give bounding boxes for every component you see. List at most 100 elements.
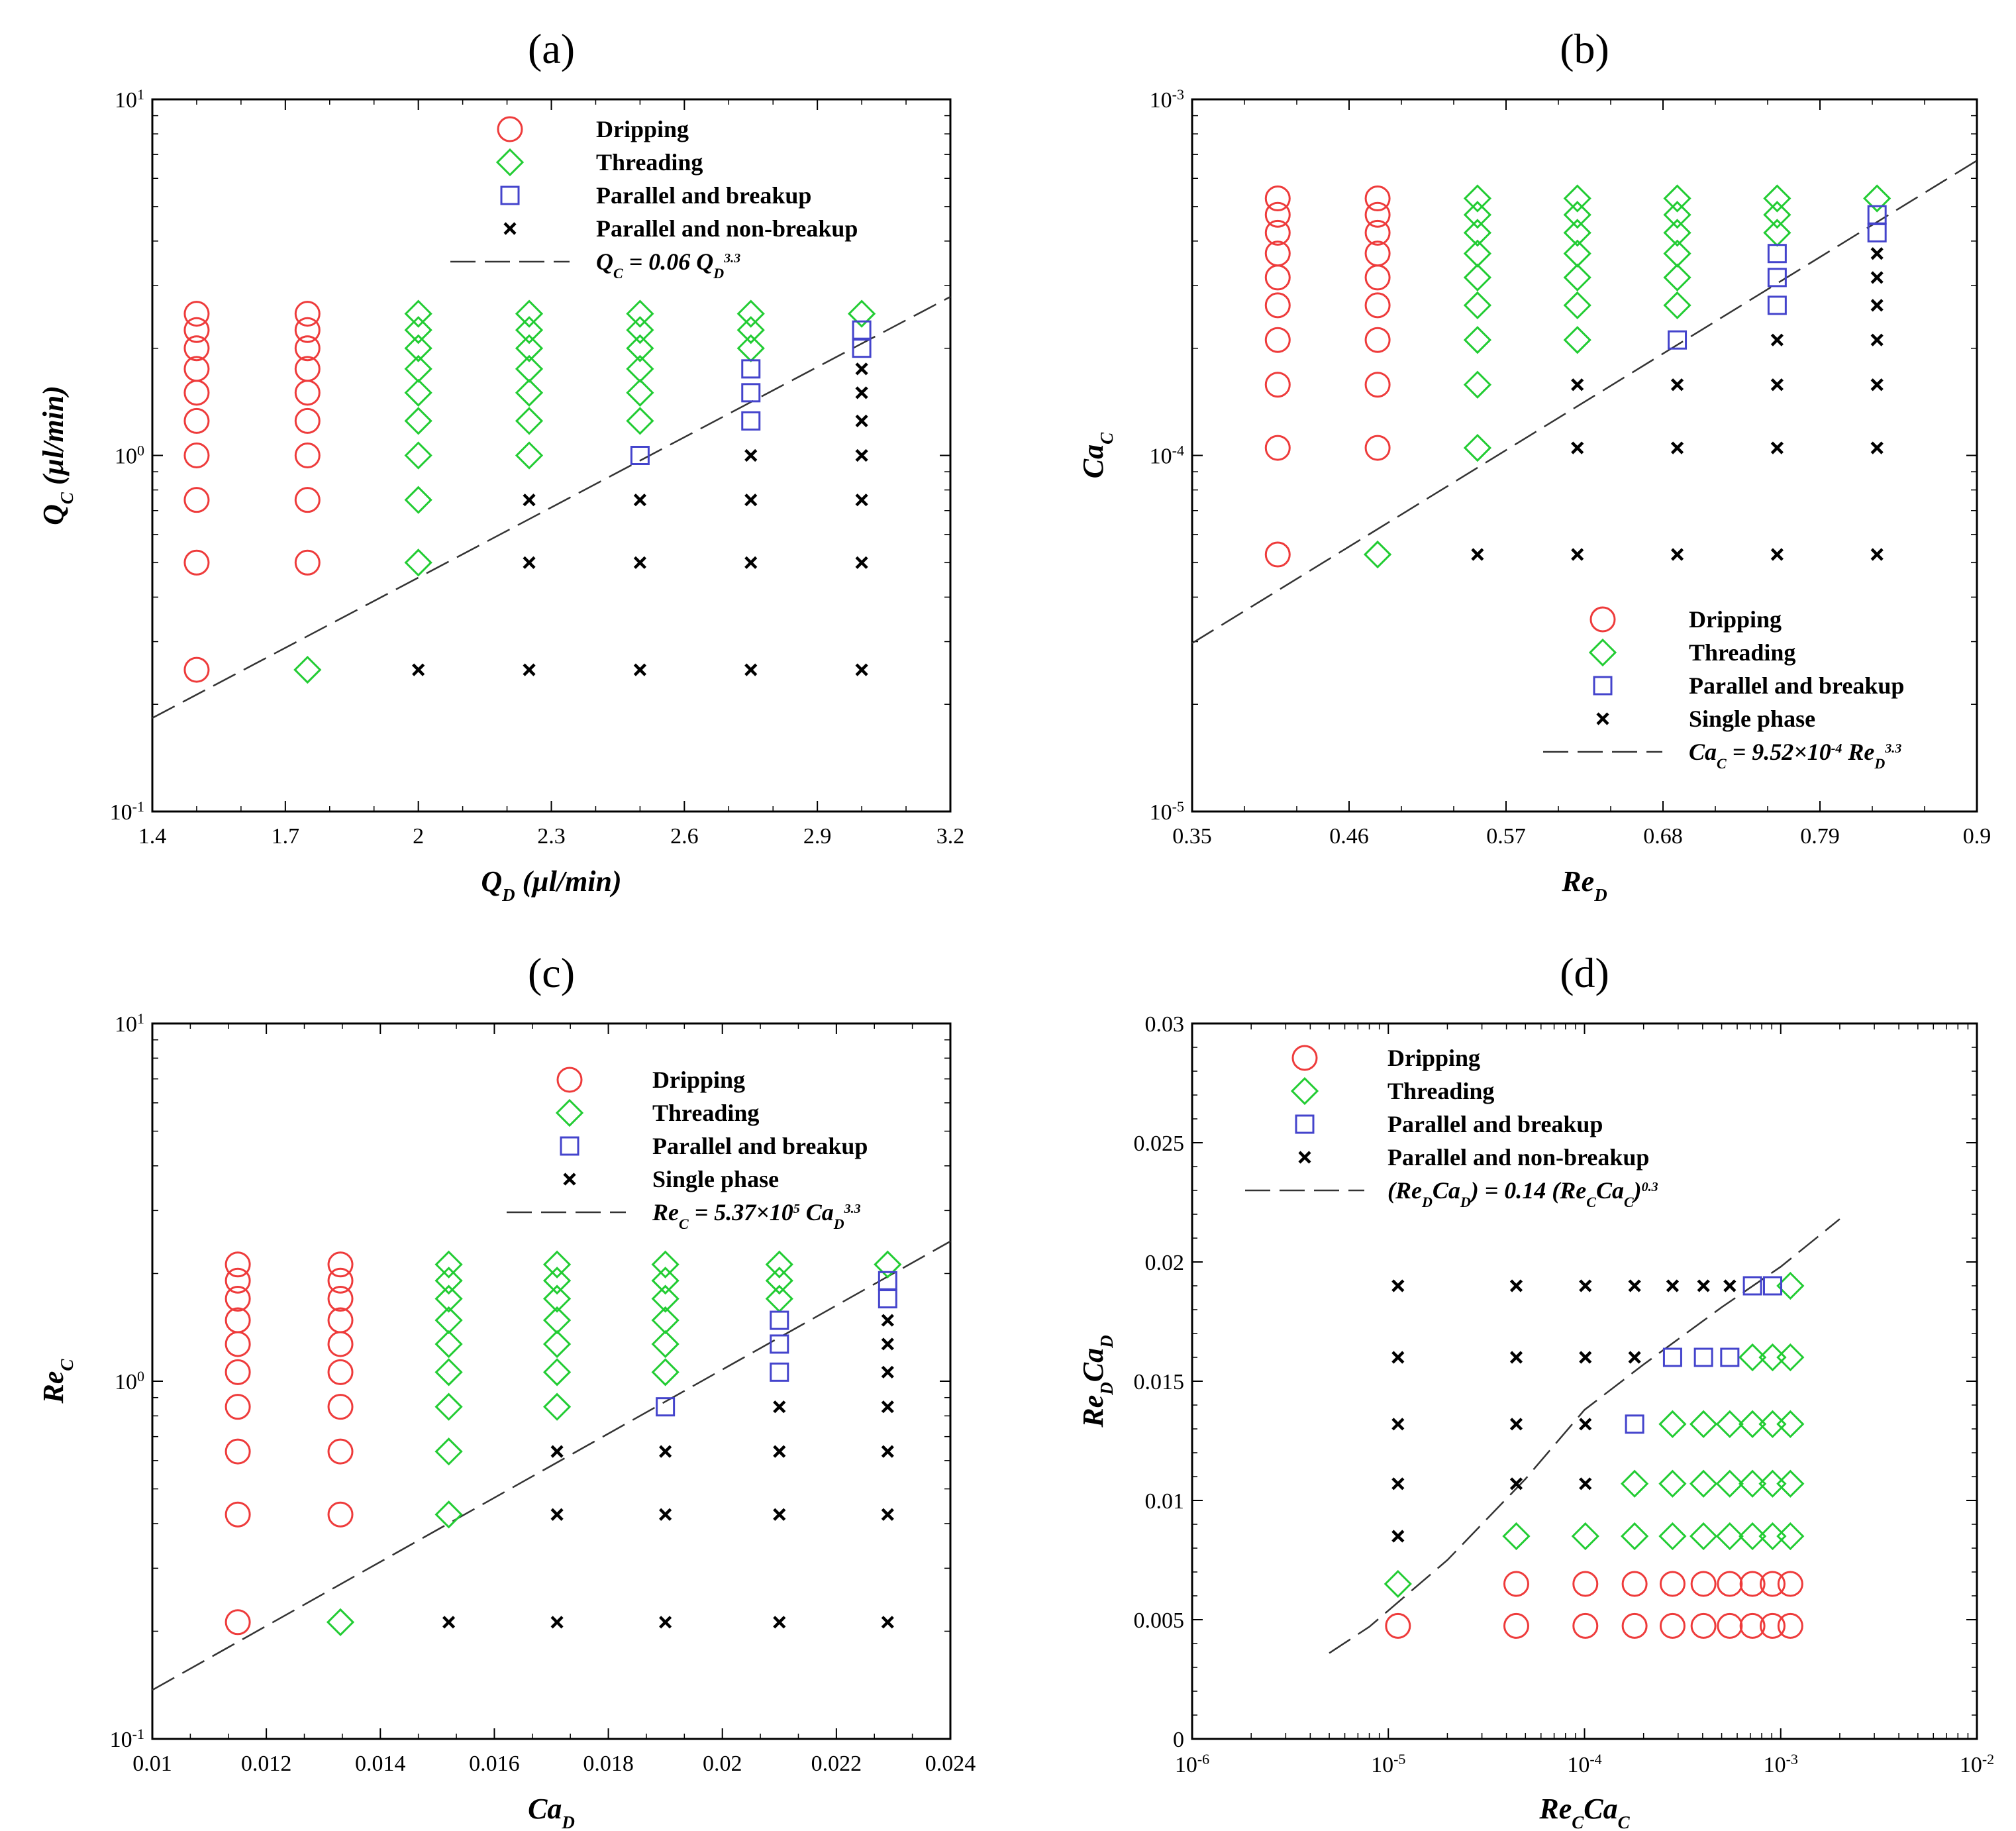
legend-label: Threading xyxy=(652,1100,759,1126)
data-point-circle xyxy=(225,1267,251,1294)
data-point-cross xyxy=(1391,1530,1405,1543)
data-point-cross xyxy=(881,1365,894,1379)
data-point-cross xyxy=(1391,1279,1405,1292)
data-point-cross xyxy=(1723,1279,1737,1292)
data-point-diamond xyxy=(1715,1522,1744,1551)
data-point-circle xyxy=(183,656,210,683)
fit-line xyxy=(152,295,951,719)
legend-marker-square xyxy=(560,1136,580,1156)
legend-marker-diamond xyxy=(555,1098,584,1127)
data-point-diamond xyxy=(1689,1469,1718,1498)
data-point-diamond xyxy=(434,1438,463,1466)
x-tick-label: 0.35 xyxy=(1172,824,1212,849)
data-point-square xyxy=(1867,205,1887,225)
data-point-diamond xyxy=(1739,1343,1767,1372)
y-axis-title: CaC xyxy=(1077,432,1117,478)
data-point-cross xyxy=(523,556,536,569)
x-tick-label: 10-3 xyxy=(1764,1751,1798,1778)
x-axis-title: CaD xyxy=(528,1793,575,1831)
y-tick-label: 0 xyxy=(1173,1728,1184,1752)
data-point-circle xyxy=(294,356,321,382)
series-cross xyxy=(1471,247,1884,561)
data-point-circle xyxy=(1264,264,1291,291)
panel-a: (a) 1.4 1.7 2 2.3 2.6 2.9 3.2 10-1 100 101 QD (µl/m… xyxy=(37,25,964,905)
legend-label: Parallel and non-breakup xyxy=(1387,1144,1649,1171)
data-point-cross xyxy=(659,1445,672,1458)
data-point-diamond xyxy=(515,299,544,328)
series-square xyxy=(630,320,872,465)
data-point-circle xyxy=(225,1251,251,1278)
series-diamond xyxy=(293,299,876,684)
data-point-cross xyxy=(1391,1418,1405,1431)
panel-b: (b) 0.35 0.46 0.57 0.68 0.79 0.9 10-5 10-4 10-3 Re… xyxy=(1077,25,1991,905)
data-point-cross xyxy=(633,663,646,676)
x-tick-label: 0.79 xyxy=(1800,824,1840,849)
y-tick-label: 10-5 xyxy=(1150,798,1184,825)
data-point-cross xyxy=(633,556,646,569)
data-point-diamond xyxy=(1763,201,1791,229)
data-point-diamond xyxy=(1563,239,1591,268)
data-point-circle xyxy=(183,487,210,513)
data-point-diamond xyxy=(1463,326,1492,354)
data-point-cross xyxy=(412,663,425,676)
data-point-cross xyxy=(1770,378,1784,392)
data-point-circle xyxy=(327,1359,354,1385)
data-point-circle xyxy=(1264,201,1291,228)
data-point-cross xyxy=(881,1616,894,1629)
data-point-diamond xyxy=(651,1267,680,1295)
series-cross xyxy=(442,1314,894,1629)
data-point-square xyxy=(1867,223,1887,242)
data-point-square xyxy=(852,339,872,358)
data-point-cross xyxy=(881,1314,894,1327)
legend-marker-cross xyxy=(1596,712,1609,725)
legend-marker-cross xyxy=(563,1173,576,1186)
data-point-cross xyxy=(855,448,868,462)
x-tick-label: 0.68 xyxy=(1643,824,1683,849)
data-point-circle xyxy=(225,1609,251,1636)
data-point-diamond xyxy=(1463,184,1492,213)
y-tick-label: 0.005 xyxy=(1134,1608,1185,1633)
data-point-cross xyxy=(855,556,868,569)
data-point-diamond xyxy=(1663,291,1691,320)
data-point-diamond xyxy=(1776,1343,1805,1372)
data-point-cross xyxy=(1666,1279,1680,1292)
data-point-diamond xyxy=(1663,263,1691,292)
data-point-cross xyxy=(1870,378,1884,392)
series-circle xyxy=(183,301,321,683)
data-point-diamond xyxy=(1689,1522,1718,1551)
data-point-cross xyxy=(1579,1279,1592,1292)
data-point-cross xyxy=(1579,1351,1592,1364)
data-point-cross xyxy=(744,663,758,676)
data-point-square xyxy=(1662,1347,1682,1367)
data-point-diamond xyxy=(1663,239,1691,268)
series-circle xyxy=(1264,185,1391,568)
data-point-cross xyxy=(855,414,868,428)
data-point-diamond xyxy=(404,299,432,328)
data-point-cross xyxy=(773,1400,786,1414)
data-point-diamond xyxy=(1384,1569,1412,1598)
data-point-cross xyxy=(773,1616,786,1629)
data-point-cross xyxy=(550,1508,564,1521)
data-point-diamond xyxy=(542,1392,572,1421)
y-tick-label: 101 xyxy=(115,1010,144,1037)
data-point-square xyxy=(1720,1347,1740,1367)
legend-label: Dripping xyxy=(652,1067,745,1093)
legend: Dripping Threading Parallel and breakup Sin… xyxy=(507,1067,868,1232)
data-point-diamond xyxy=(736,299,765,328)
data-point-cross xyxy=(1770,441,1784,454)
y-axis-title: ReC xyxy=(37,1359,77,1404)
data-point-cross xyxy=(1770,548,1784,561)
data-point-square xyxy=(1693,1347,1713,1367)
data-point-diamond xyxy=(542,1250,572,1279)
data-point-diamond xyxy=(404,441,432,470)
data-point-cross xyxy=(1628,1351,1641,1364)
data-point-diamond xyxy=(434,1306,463,1335)
data-point-circle xyxy=(225,1359,251,1385)
x-tick-label: 0.024 xyxy=(925,1752,976,1776)
data-point-circle xyxy=(294,380,321,406)
data-point-circle xyxy=(1364,264,1391,291)
data-point-cross xyxy=(1870,548,1884,561)
data-point-circle xyxy=(183,356,210,382)
data-point-cross xyxy=(659,1616,672,1629)
data-point-diamond xyxy=(434,1392,463,1421)
